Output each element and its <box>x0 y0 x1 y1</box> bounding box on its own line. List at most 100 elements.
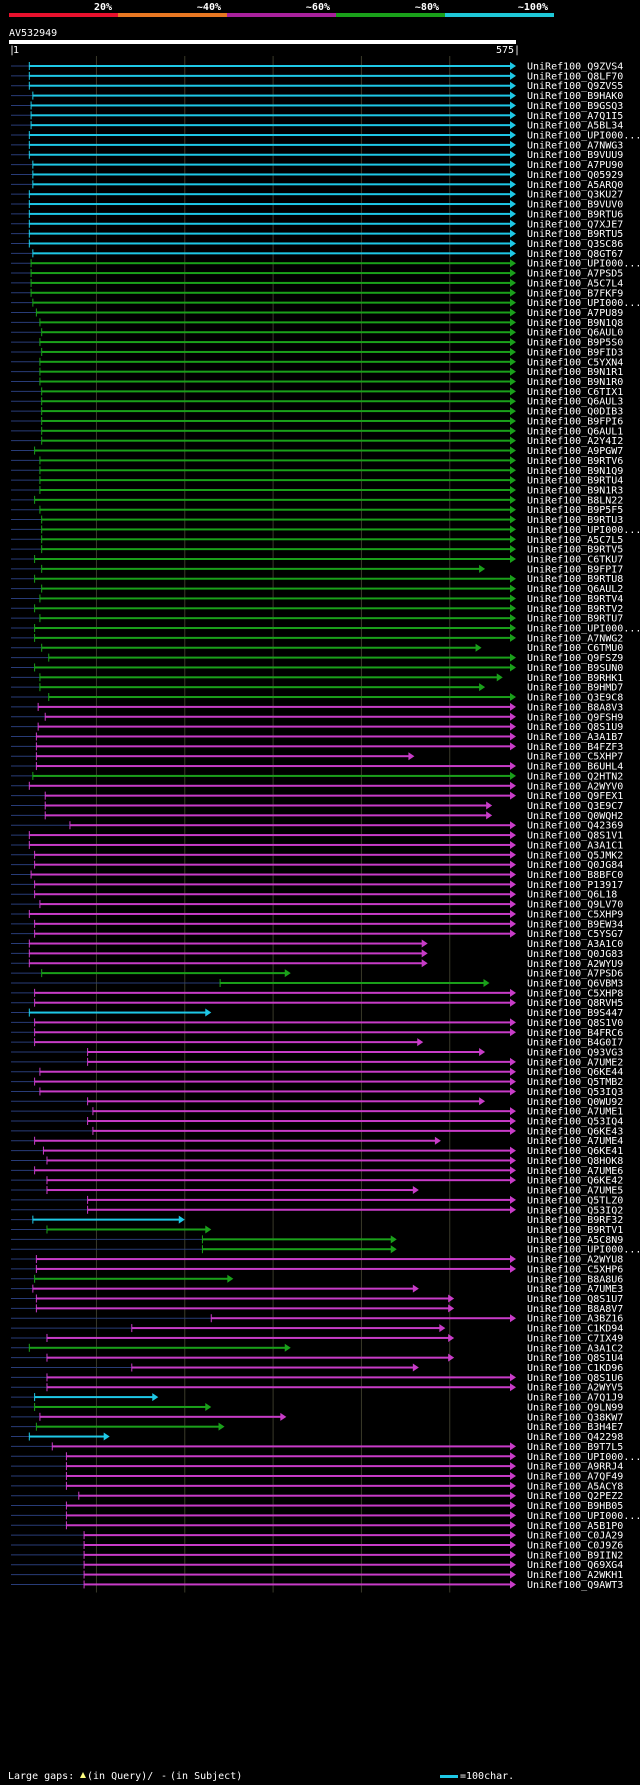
hit-label[interactable]: UniRef100_A9PGW7 <box>527 446 623 457</box>
hit-row[interactable]: UniRef100_C7IX49 <box>11 1333 623 1344</box>
hit-row[interactable]: UniRef100_Q0JG84 <box>11 860 623 871</box>
hit-row[interactable]: UniRef100_Q9ZVS4 <box>11 62 623 73</box>
hit-row[interactable]: UniRef100_B8LN22 <box>11 495 623 506</box>
hit-label[interactable]: UniRef100_Q5JMK2 <box>527 850 623 861</box>
hit-label[interactable]: UniRef100_A7UME4 <box>527 1136 623 1147</box>
hit-row[interactable]: UniRef100_C5XHP9 <box>11 909 623 920</box>
hit-label[interactable]: UniRef100_Q8S1U9 <box>527 722 623 733</box>
hit-row[interactable]: UniRef100_B4FZF3 <box>11 742 623 753</box>
hit-row[interactable]: UniRef100_B9GSQ3 <box>11 101 623 112</box>
hit-row[interactable]: UniRef100_Q8S1U7 <box>11 1294 623 1305</box>
hit-label[interactable]: UniRef100_B3H4E7 <box>527 1422 623 1433</box>
hit-row[interactable]: UniRef100_A2WYU9 <box>11 959 623 970</box>
hit-label[interactable]: UniRef100_UPI000... <box>527 131 640 142</box>
hit-label[interactable]: UniRef100_B9EW34 <box>527 919 623 930</box>
hit-label[interactable]: UniRef100_Q6KE43 <box>527 1126 623 1137</box>
hit-label[interactable]: UniRef100_B9HB05 <box>527 1501 623 1512</box>
hit-label[interactable]: UniRef100_Q3SC86 <box>527 239 623 250</box>
hit-label[interactable]: UniRef100_Q6L18 <box>527 890 617 901</box>
hit-row[interactable]: UniRef100_B9RTU7 <box>11 614 623 625</box>
hit-row[interactable]: UniRef100_Q8S1V1 <box>11 831 623 842</box>
hit-label[interactable]: UniRef100_C5XHP6 <box>527 1264 623 1275</box>
hit-label[interactable]: UniRef100_Q3E9C8 <box>527 693 623 704</box>
hit-label[interactable]: UniRef100_B9N1R3 <box>527 485 623 496</box>
hit-row[interactable]: UniRef100_A7UME5 <box>11 1186 623 1197</box>
hit-label[interactable]: UniRef100_B8BFC0 <box>527 870 623 881</box>
hit-label[interactable]: UniRef100_B9IIN2 <box>527 1550 623 1561</box>
hit-label[interactable]: UniRef100_Q8RVH5 <box>527 998 623 1009</box>
hit-label[interactable]: UniRef100_Q0WQH2 <box>527 811 623 822</box>
hit-label[interactable]: UniRef100_Q69XG4 <box>527 1560 623 1571</box>
hit-row[interactable]: UniRef100_Q69XG4 <box>11 1560 623 1571</box>
hit-row[interactable]: UniRef100_A7UME3 <box>11 1284 623 1295</box>
hit-label[interactable]: UniRef100_UPI000... <box>527 259 640 270</box>
hit-label[interactable]: UniRef100_C1KD94 <box>527 1324 623 1335</box>
hit-row[interactable]: UniRef100_C6TIX1 <box>11 387 623 398</box>
hit-row[interactable]: UniRef100_B9N1R0 <box>11 377 623 388</box>
hit-row[interactable]: UniRef100_A7NWG2 <box>11 633 623 644</box>
hit-row[interactable]: UniRef100_A5C7L4 <box>11 278 623 289</box>
hit-label[interactable]: UniRef100_UPI000... <box>527 1511 640 1522</box>
hit-label[interactable]: UniRef100_Q05929 <box>527 170 623 181</box>
hit-row[interactable]: UniRef100_B9P5S0 <box>11 338 623 349</box>
hit-label[interactable]: UniRef100_B8LN22 <box>527 495 623 506</box>
hit-row[interactable]: UniRef100_B9RTV5 <box>11 545 623 556</box>
hit-row[interactable]: UniRef100_B9FPI6 <box>11 416 623 427</box>
hit-row[interactable]: UniRef100_A5B1P0 <box>11 1521 623 1532</box>
hit-row[interactable]: UniRef100_C5XHP6 <box>11 1264 623 1275</box>
hit-label[interactable]: UniRef100_A7PU90 <box>527 160 623 171</box>
hit-row[interactable]: UniRef100_A3A1B7 <box>11 732 623 743</box>
hit-label[interactable]: UniRef100_B9GSQ3 <box>527 101 623 112</box>
hit-label[interactable]: UniRef100_B9RTU3 <box>527 515 623 526</box>
hit-label[interactable]: UniRef100_A7NWG3 <box>527 140 623 151</box>
hit-label[interactable]: UniRef100_A7PSD6 <box>527 969 623 980</box>
hit-row[interactable]: UniRef100_B8BFC0 <box>11 870 623 881</box>
hit-label[interactable]: UniRef100_B9SUN0 <box>527 663 623 674</box>
hit-label[interactable]: UniRef100_UPI000... <box>527 1245 640 1256</box>
hit-label[interactable]: UniRef100_B8A8V7 <box>527 1304 623 1315</box>
hit-label[interactable]: UniRef100_A2WYV0 <box>527 781 623 792</box>
hit-row[interactable]: UniRef100_Q0WU92 <box>11 1097 623 1108</box>
hit-row[interactable]: UniRef100_A5ARQ0 <box>11 180 623 191</box>
hit-row[interactable]: UniRef100_Q6KE43 <box>11 1126 623 1137</box>
hit-row[interactable]: UniRef100_Q6AUL1 <box>11 426 623 437</box>
hit-row[interactable]: UniRef100_Q9AWT3 <box>11 1580 623 1591</box>
hit-label[interactable]: UniRef100_B8A8V3 <box>527 702 623 713</box>
hit-label[interactable]: UniRef100_Q8S1U7 <box>527 1294 623 1305</box>
hit-label[interactable]: UniRef100_Q6KE41 <box>527 1146 623 1157</box>
hit-row[interactable]: UniRef100_C6TKU7 <box>11 555 623 566</box>
hit-label[interactable]: UniRef100_B9RF32 <box>527 1215 623 1226</box>
hit-row[interactable]: UniRef100_A7PSD6 <box>11 969 623 980</box>
hit-label[interactable]: UniRef100_A7UME6 <box>527 1166 623 1177</box>
hit-row[interactable]: UniRef100_A7UME6 <box>11 1166 623 1177</box>
hit-label[interactable]: UniRef100_A5BL34 <box>527 121 623 132</box>
hit-row[interactable]: UniRef100_Q2PEZ2 <box>11 1491 623 1502</box>
hit-label[interactable]: UniRef100_Q3KU27 <box>527 190 623 201</box>
hit-label[interactable]: UniRef100_Q0DIB3 <box>527 407 623 418</box>
hit-row[interactable]: UniRef100_A3A1C2 <box>11 1343 623 1354</box>
hit-label[interactable]: UniRef100_B9S447 <box>527 1008 623 1019</box>
hit-label[interactable]: UniRef100_B9RTV4 <box>527 594 623 605</box>
hit-row[interactable]: UniRef100_B9RTV6 <box>11 456 623 467</box>
hit-row[interactable]: UniRef100_B8A8V3 <box>11 702 623 713</box>
hit-row[interactable]: UniRef100_Q38KW7 <box>11 1412 623 1423</box>
hit-row[interactable]: UniRef100_A7Q1I5 <box>11 111 623 122</box>
hit-label[interactable]: UniRef100_B9RTV5 <box>527 545 623 556</box>
hit-row[interactable]: UniRef100_Q8LF70 <box>11 71 623 82</box>
hit-row[interactable]: UniRef100_Q0WQH2 <box>11 811 623 822</box>
hit-label[interactable]: UniRef100_Q9AWT3 <box>527 1580 623 1591</box>
hit-label[interactable]: UniRef100_Q9LV70 <box>527 900 623 911</box>
hit-row[interactable]: UniRef100_C0J9Z6 <box>11 1541 623 1552</box>
hit-label[interactable]: UniRef100_Q2PEZ2 <box>527 1491 623 1502</box>
hit-row[interactable]: UniRef100_Q6AUL2 <box>11 584 623 595</box>
hit-row[interactable]: UniRef100_A3A1C0 <box>11 939 623 950</box>
hit-label[interactable]: UniRef100_B9P5F5 <box>527 505 623 516</box>
hit-row[interactable]: UniRef100_Q7XJE7 <box>11 219 623 230</box>
hit-row[interactable]: UniRef100_UPI000... <box>11 259 640 270</box>
hit-row[interactable]: UniRef100_B3H4E7 <box>11 1422 623 1433</box>
hit-row[interactable]: UniRef100_Q5TMB2 <box>11 1077 623 1088</box>
hit-label[interactable]: UniRef100_A7UME3 <box>527 1284 623 1295</box>
hit-label[interactable]: UniRef100_P13917 <box>527 880 623 891</box>
hit-row[interactable]: UniRef100_B9RTV4 <box>11 594 623 605</box>
hit-label[interactable]: UniRef100_B9N1Q8 <box>527 318 623 329</box>
